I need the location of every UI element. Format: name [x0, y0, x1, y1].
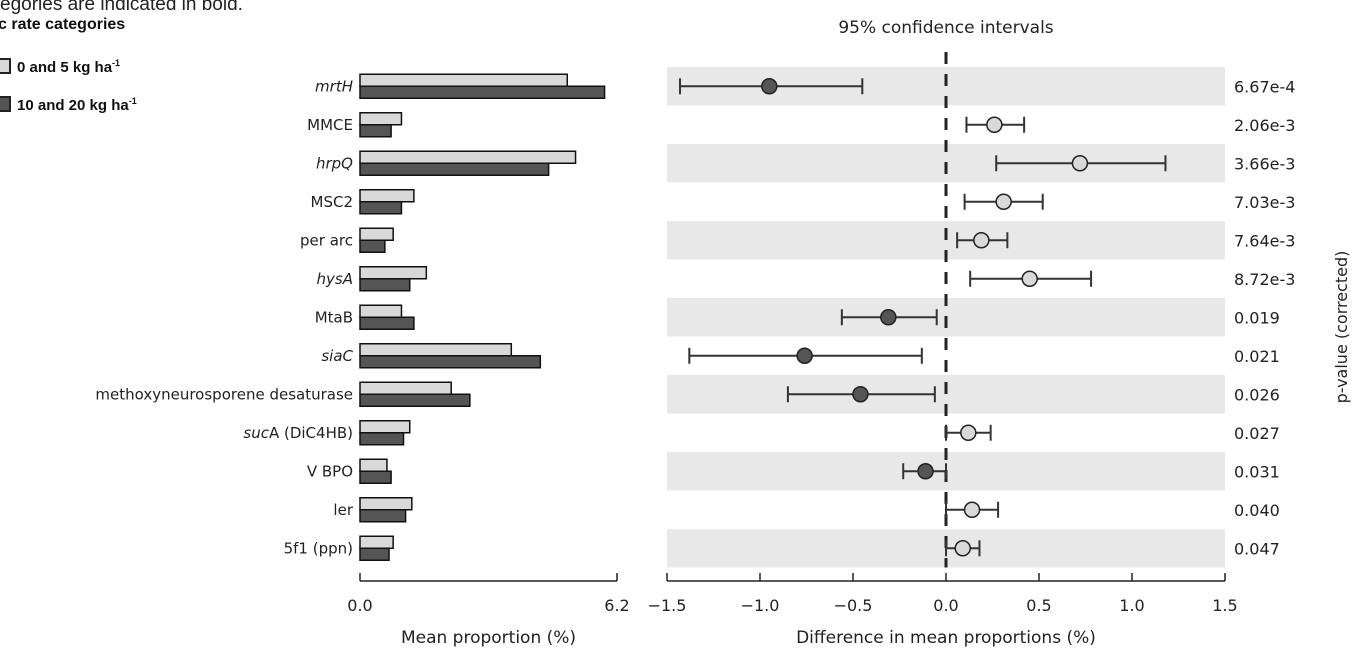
bar-high-11: [359, 509, 407, 523]
category-label-3: MSC2: [311, 193, 353, 211]
p-value-11: 0.040: [1234, 501, 1280, 520]
ci-x-tick-label-0: −1.5: [648, 596, 687, 615]
ci-point-7: [796, 347, 813, 364]
bar-low-10: [359, 458, 388, 472]
ci-point-0: [761, 78, 778, 95]
legend-sup-high-rate: -1: [128, 96, 137, 106]
p-value-12: 0.047: [1234, 539, 1280, 558]
bar-high-10: [359, 470, 392, 484]
category-label-10: V BPO: [307, 462, 353, 480]
category-label-2: hrpQ: [316, 154, 353, 172]
bar-high-3: [359, 201, 403, 215]
legend-item-high-rate: 10 and 20 kg ha-1: [0, 96, 137, 114]
p-value-6: 0.019: [1234, 308, 1280, 327]
category-label-4: per arc: [300, 231, 353, 249]
bar-low-12: [359, 535, 394, 549]
bar-high-12: [359, 547, 390, 561]
p-value-7: 0.021: [1234, 347, 1280, 366]
category-label-8: methoxyneurosporene desaturase: [95, 385, 353, 403]
ci-point-5: [1021, 270, 1038, 287]
category-label-9: sucA (DiC4HB): [243, 424, 353, 442]
bar-low-7: [359, 343, 513, 357]
bar-low-8: [359, 381, 452, 395]
category-label-0: mrtH: [315, 77, 353, 95]
ci-point-10: [917, 463, 934, 480]
bar-low-3: [359, 189, 415, 203]
bar-low-9: [359, 420, 411, 434]
ci-point-11: [963, 501, 981, 518]
bar-low-4: [359, 227, 394, 241]
ci-point-3: [995, 193, 1012, 210]
bar-low-1: [359, 112, 403, 126]
legend-label-low-rate: 0 and 5 kg ha: [17, 59, 113, 76]
bar-high-2: [359, 162, 550, 176]
bar-high-9: [359, 432, 405, 446]
bar-high-7: [359, 355, 542, 369]
legend-swatch-low-rate: [0, 58, 11, 74]
bar-low-11: [359, 497, 413, 511]
p-value-1: 2.06e-3: [1234, 116, 1295, 135]
bar-x-tick-label-1: 6.2: [604, 596, 629, 615]
bar-high-8: [359, 393, 471, 407]
bar-low-6: [359, 304, 403, 318]
legend-sup-low-rate: -1: [112, 58, 121, 68]
bar-high-5: [359, 278, 411, 292]
ci-x-tick-label-4: 0.5: [1026, 596, 1051, 615]
category-label-7: siaC: [321, 347, 353, 365]
ci-point-8: [852, 386, 869, 403]
ci-point-9: [960, 424, 977, 441]
p-value-2: 3.66e-3: [1234, 154, 1295, 173]
bar-low-0: [359, 73, 569, 87]
category-label-1: MMCE: [307, 116, 353, 134]
ci-point-2: [1071, 155, 1089, 172]
p-value-3: 7.03e-3: [1234, 193, 1295, 212]
p-value-5: 8.72e-3: [1234, 270, 1295, 289]
bar-high-6: [359, 316, 415, 330]
ci-x-tick-label-6: 1.5: [1212, 596, 1237, 615]
p-value-8: 0.026: [1234, 385, 1280, 404]
p-value-axis-label: p-value (corrected): [1332, 251, 1351, 404]
legend-item-low-rate: 0 and 5 kg ha-1: [0, 58, 120, 76]
ci-point-6: [880, 309, 897, 326]
ci-x-tick-label-5: 1.0: [1119, 596, 1144, 615]
category-label-12: 5f1 (ppn): [284, 539, 353, 557]
bar-low-2: [359, 150, 577, 164]
category-label-5: hysA: [317, 270, 353, 288]
p-value-4: 7.64e-3: [1234, 231, 1295, 250]
figure-caption: egories are indicated in bold.: [0, 0, 243, 15]
bar-high-1: [359, 124, 392, 138]
ci-x-tick-label-1: −1.0: [741, 596, 780, 615]
bar-high-0: [359, 85, 606, 99]
ci-x-axis-label: Difference in mean proportions (%): [796, 628, 1096, 648]
category-label-6: MtaB: [315, 308, 353, 326]
ci-point-12: [954, 540, 971, 557]
bar-x-tick-label-0: 0.0: [347, 596, 372, 615]
bar-high-4: [359, 239, 386, 253]
legend-title: c rate categories: [0, 16, 126, 33]
ci-point-1: [986, 116, 1003, 133]
p-value-0: 6.67e-4: [1234, 77, 1295, 96]
bar-x-axis-label: Mean proportion (%): [401, 628, 576, 648]
category-label-11: ler: [333, 501, 353, 519]
ci-title: 95% confidence intervals: [838, 18, 1053, 38]
legend-label-high-rate: 10 and 20 kg ha: [17, 97, 129, 114]
ci-point-4: [973, 232, 990, 249]
ci-x-tick-label-2: −0.5: [834, 596, 873, 615]
bar-low-5: [359, 266, 428, 280]
ci-x-tick-label-3: 0.0: [933, 596, 958, 615]
legend-swatch-high-rate: [0, 96, 11, 112]
p-value-9: 0.027: [1234, 424, 1280, 443]
p-value-10: 0.031: [1234, 462, 1280, 481]
